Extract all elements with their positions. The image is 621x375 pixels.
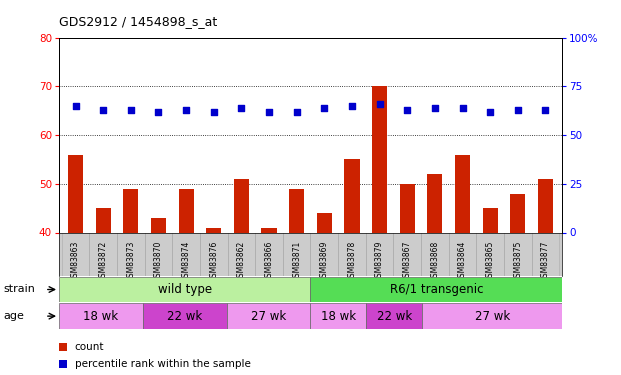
Bar: [510, 194, 525, 375]
Bar: [427, 174, 443, 375]
Bar: [178, 189, 194, 375]
Point: [402, 106, 412, 112]
Point: [430, 105, 440, 111]
FancyBboxPatch shape: [366, 303, 422, 329]
Bar: [372, 86, 388, 375]
Text: 22 wk: 22 wk: [167, 310, 202, 322]
Bar: [96, 208, 111, 375]
Text: 27 wk: 27 wk: [251, 310, 286, 322]
Point: [181, 106, 191, 112]
Text: R6/1 transgenic: R6/1 transgenic: [389, 283, 483, 296]
Bar: [400, 184, 415, 375]
Point: [540, 106, 550, 112]
Point: [513, 106, 523, 112]
Text: wild type: wild type: [158, 283, 212, 296]
FancyBboxPatch shape: [310, 277, 562, 302]
Point: [209, 109, 219, 115]
Point: [485, 109, 495, 115]
Bar: [233, 179, 249, 375]
Point: [237, 105, 247, 111]
Bar: [261, 228, 276, 375]
Point: [98, 106, 108, 112]
Bar: [345, 159, 360, 375]
Text: 27 wk: 27 wk: [474, 310, 510, 322]
Point: [347, 103, 357, 109]
Point: [292, 109, 302, 115]
Bar: [68, 154, 83, 375]
Point: [126, 106, 136, 112]
Text: GDS2912 / 1454898_s_at: GDS2912 / 1454898_s_at: [59, 15, 217, 28]
Text: percentile rank within the sample: percentile rank within the sample: [75, 359, 250, 369]
Text: 18 wk: 18 wk: [83, 310, 119, 322]
Text: age: age: [3, 311, 24, 321]
Point: [319, 105, 329, 111]
Bar: [455, 154, 470, 375]
FancyBboxPatch shape: [422, 303, 562, 329]
Text: count: count: [75, 342, 104, 352]
Point: [374, 101, 384, 107]
Bar: [123, 189, 138, 375]
FancyBboxPatch shape: [143, 303, 227, 329]
Point: [458, 105, 468, 111]
Point: [153, 109, 163, 115]
Text: strain: strain: [3, 285, 35, 294]
Point: [264, 109, 274, 115]
FancyBboxPatch shape: [310, 303, 366, 329]
Text: 18 wk: 18 wk: [321, 310, 356, 322]
Bar: [483, 208, 498, 375]
FancyBboxPatch shape: [227, 303, 310, 329]
Bar: [151, 218, 166, 375]
Text: 22 wk: 22 wk: [377, 310, 412, 322]
Bar: [206, 228, 221, 375]
FancyBboxPatch shape: [59, 277, 310, 302]
FancyBboxPatch shape: [59, 303, 143, 329]
Bar: [317, 213, 332, 375]
Point: [71, 103, 81, 109]
Bar: [538, 179, 553, 375]
Bar: [289, 189, 304, 375]
